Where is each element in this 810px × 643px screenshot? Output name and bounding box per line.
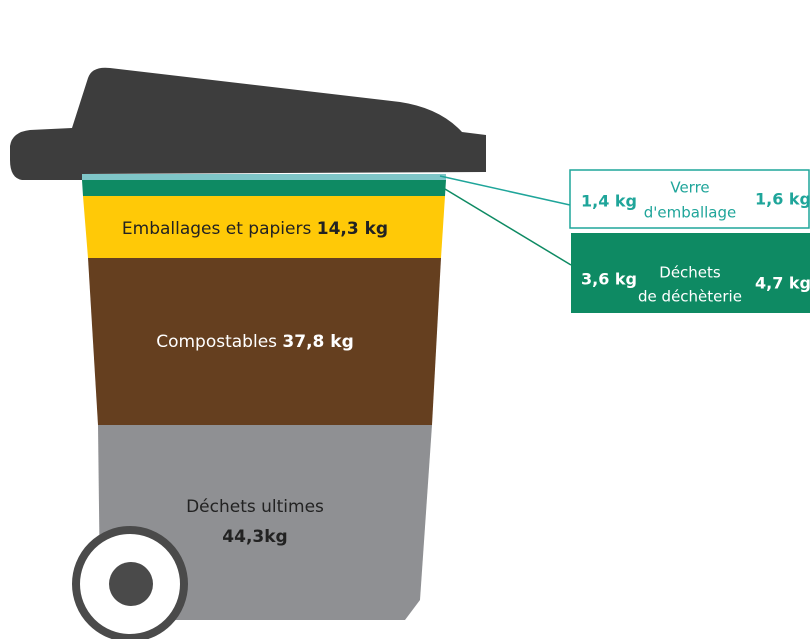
callout-line [439,185,572,266]
layer-brown [88,258,441,425]
layer-top-line [82,174,446,180]
callout-label: Verre [670,179,709,197]
callout-right: 4,7 kg [755,274,810,293]
callout-label: de déchèterie [638,288,742,306]
layer-weight: 14,3 kg [317,219,388,239]
layer-weight: 37,8 kg [282,332,353,352]
layer-name: Déchets ultimes [186,497,324,517]
callout-box [571,233,810,313]
callout-line [439,175,571,206]
callout-box [569,169,810,229]
layer-name: Emballages et papiers [122,219,312,239]
layer-label: Emballages et papiers 14,3 kg [122,219,388,239]
callout-label: Déchets [659,264,721,282]
layer-label: Compostables 37,8 kg [156,332,354,352]
wheel-hub [109,562,153,606]
callout-label: d'emballage [644,204,736,222]
bin-lid [10,67,486,180]
layer-yellow [83,196,445,258]
layer-weight: 44,3kg [222,527,287,547]
callout-right: 1,6 kg [755,190,810,209]
callout-left: 1,4 kg [581,192,637,211]
layer-name: Compostables [156,332,277,352]
callout-left: 3,6 kg [581,270,637,289]
layer-green [82,180,446,196]
